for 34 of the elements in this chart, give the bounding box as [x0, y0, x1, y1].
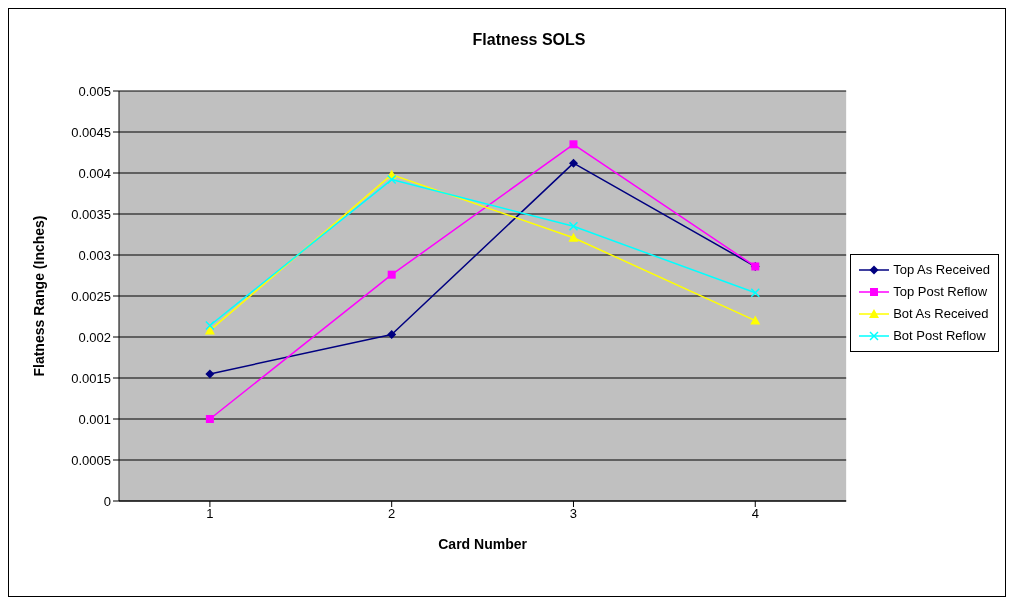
y-tick-label: 0.003: [78, 247, 111, 263]
legend-label: Bot As Received: [893, 306, 989, 321]
point: [205, 415, 214, 423]
y-tick-label: 0.0015: [71, 370, 111, 386]
x-tick-label: 4: [751, 506, 759, 522]
y-axis-title: Flatness Range (Inches): [30, 215, 47, 377]
y-tick-label: 0.0045: [71, 124, 111, 140]
point: [387, 330, 397, 340]
x-axis-title: Card Number: [438, 536, 528, 552]
point: [205, 320, 215, 331]
point: [750, 287, 761, 298]
x-tick-label: 1: [206, 506, 214, 522]
point: [569, 140, 578, 149]
point: [568, 158, 578, 168]
point: [205, 369, 215, 379]
y-tick-label: 0.0035: [71, 206, 111, 222]
y-tick-label: 0.0025: [71, 288, 111, 304]
chart-title: Flatness SOLS: [471, 31, 587, 49]
y-tick-label: 0: [103, 493, 111, 509]
point: [750, 315, 761, 325]
x-tick-label: 2: [388, 506, 396, 522]
point: [568, 232, 579, 242]
legend-label: Bot Post Reflow: [893, 328, 986, 343]
legend-label: Top As Received: [893, 262, 990, 277]
y-tick-label: 0.0005: [71, 452, 111, 468]
legend-label: Top Post Reflow: [893, 284, 988, 299]
point: [387, 270, 396, 279]
y-tick-label: 0.002: [78, 329, 111, 345]
y-tick-label: 0.001: [78, 411, 111, 427]
point: [568, 221, 579, 232]
point: [386, 174, 397, 185]
x-tick-label: 3: [569, 506, 578, 522]
y-tick-label: 0.005: [78, 83, 111, 99]
y-tick-label: 0.004: [78, 165, 111, 181]
